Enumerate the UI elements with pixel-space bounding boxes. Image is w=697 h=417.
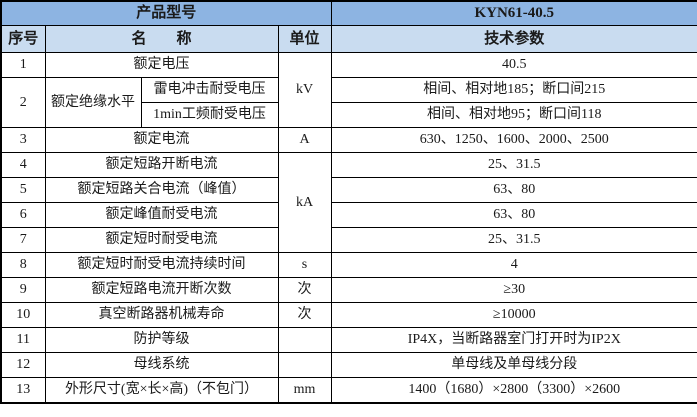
cell-name-2-sub1: 雷电冲击耐受电压 [140, 77, 279, 103]
cell-unit-kv: kV [277, 52, 332, 128]
table-row: 1 额定电压 kV 40.5 [0, 52, 697, 128]
cell-name-13: 外形尺寸(宽×长×高)（不包门） [44, 377, 279, 404]
column-header-seq: 序号 [0, 25, 46, 53]
cell-value-13: 1400（1680）×2800（3300）×2600 [330, 377, 697, 404]
product-model-label: 产品型号 [0, 0, 332, 26]
cell-value-6: 63、80 [330, 202, 697, 228]
cell-seq-3: 3 [0, 127, 46, 153]
cell-name-7: 额定短时耐受电流 [44, 227, 279, 253]
cell-value-11: IP4X，当断路器室门打开时为IP2X [330, 327, 697, 353]
cell-seq-5: 5 [0, 177, 46, 203]
cell-unit-10: 次 [277, 302, 332, 328]
cell-value-8: 4 [330, 252, 697, 278]
spec-table: 产品型号 KYN61-40.5 序号 名 称 单位 技术参数 1 额定电压 kV… [0, 0, 697, 404]
cell-name-2-group: 额定绝缘水平 [44, 77, 142, 128]
table-row: 12 母线系统 单母线及单母线分段 [0, 352, 697, 378]
cell-value-9: ≥30 [330, 277, 697, 303]
cell-name-8: 额定短时耐受电流持续时间 [44, 252, 279, 278]
cell-name-12: 母线系统 [44, 352, 279, 378]
cell-value-1: 40.5 [330, 52, 697, 78]
column-header-name: 名 称 [44, 25, 279, 53]
cell-unit-8: s [277, 252, 332, 278]
cell-name-9: 额定短路电流开断次数 [44, 277, 279, 303]
column-header-params: 技术参数 [330, 25, 697, 53]
cell-name-4: 额定短路开断电流 [44, 152, 279, 178]
cell-seq-8: 8 [0, 252, 46, 278]
table-row: 5 额定短路关合电流（峰值） 63、80 [0, 177, 697, 203]
cell-name-3: 额定电流 [44, 127, 279, 153]
cell-value-12: 单母线及单母线分段 [330, 352, 697, 378]
cell-name-6: 额定峰值耐受电流 [44, 202, 279, 228]
cell-unit-12 [277, 352, 332, 378]
table-row: 11 防护等级 IP4X，当断路器室门打开时为IP2X [0, 327, 697, 353]
table-row: 1min工频耐受电压 相间、相对地95；断口间118 [1, 102, 697, 128]
cell-seq-9: 9 [0, 277, 46, 303]
cell-unit-3: A [277, 127, 332, 153]
cell-seq-13: 13 [0, 377, 46, 404]
cell-seq-12: 12 [0, 352, 46, 378]
cell-name-5: 额定短路关合电流（峰值） [44, 177, 279, 203]
cell-value-2-sub2: 相间、相对地95；断口间118 [330, 102, 697, 128]
table-row: 9 额定短路电流开断次数 次 ≥30 [0, 277, 697, 303]
cell-name-2-sub2: 1min工频耐受电压 [140, 102, 279, 128]
cell-value-10: ≥10000 [330, 302, 697, 328]
cell-value-4: 25、31.5 [330, 152, 697, 178]
cell-value-5: 63、80 [330, 177, 697, 203]
cell-unit-11 [277, 327, 332, 353]
cell-seq-1: 1 [0, 52, 46, 78]
product-model-value: KYN61-40.5 [330, 0, 697, 26]
cell-seq-6: 6 [0, 202, 46, 228]
table-row: 8 额定短时耐受电流持续时间 s 4 [0, 252, 697, 278]
table-row: 3 额定电流 A 630、1250、1600、2000、2500 [0, 127, 697, 153]
cell-seq-11: 11 [0, 327, 46, 353]
cell-seq-2: 2 [0, 77, 46, 128]
cell-seq-7: 7 [0, 227, 46, 253]
table-row: 2 额定绝缘水平 雷电冲击耐受电压 相间、相对地185；断口间215 [0, 77, 697, 128]
table-row: 10 真空断路器机械寿命 次 ≥10000 [0, 302, 697, 328]
cell-unit-9: 次 [277, 277, 332, 303]
cell-unit-13: mm [277, 377, 332, 404]
table-row: 13 外形尺寸(宽×长×高)（不包门） mm 1400（1680）×2800（3… [0, 377, 697, 404]
column-header-unit: 单位 [277, 25, 332, 53]
cell-value-2-sub1: 相间、相对地185；断口间215 [330, 77, 697, 103]
header-row-product: 产品型号 KYN61-40.5 [0, 0, 697, 26]
cell-unit-ka: kA [277, 152, 332, 253]
cell-value-7: 25、31.5 [330, 227, 697, 253]
table-row: 7 额定短时耐受电流 25、31.5 [0, 227, 697, 253]
cell-value-3: 630、1250、1600、2000、2500 [330, 127, 697, 153]
cell-name-10: 真空断路器机械寿命 [44, 302, 279, 328]
table-row: 4 额定短路开断电流 kA 25、31.5 [0, 152, 697, 253]
table-row: 6 额定峰值耐受电流 63、80 [0, 202, 697, 228]
cell-seq-10: 10 [0, 302, 46, 328]
cell-name-11: 防护等级 [44, 327, 279, 353]
cell-seq-4: 4 [0, 152, 46, 178]
header-row-columns: 序号 名 称 单位 技术参数 [0, 25, 697, 53]
cell-name-1: 额定电压 [44, 52, 279, 78]
